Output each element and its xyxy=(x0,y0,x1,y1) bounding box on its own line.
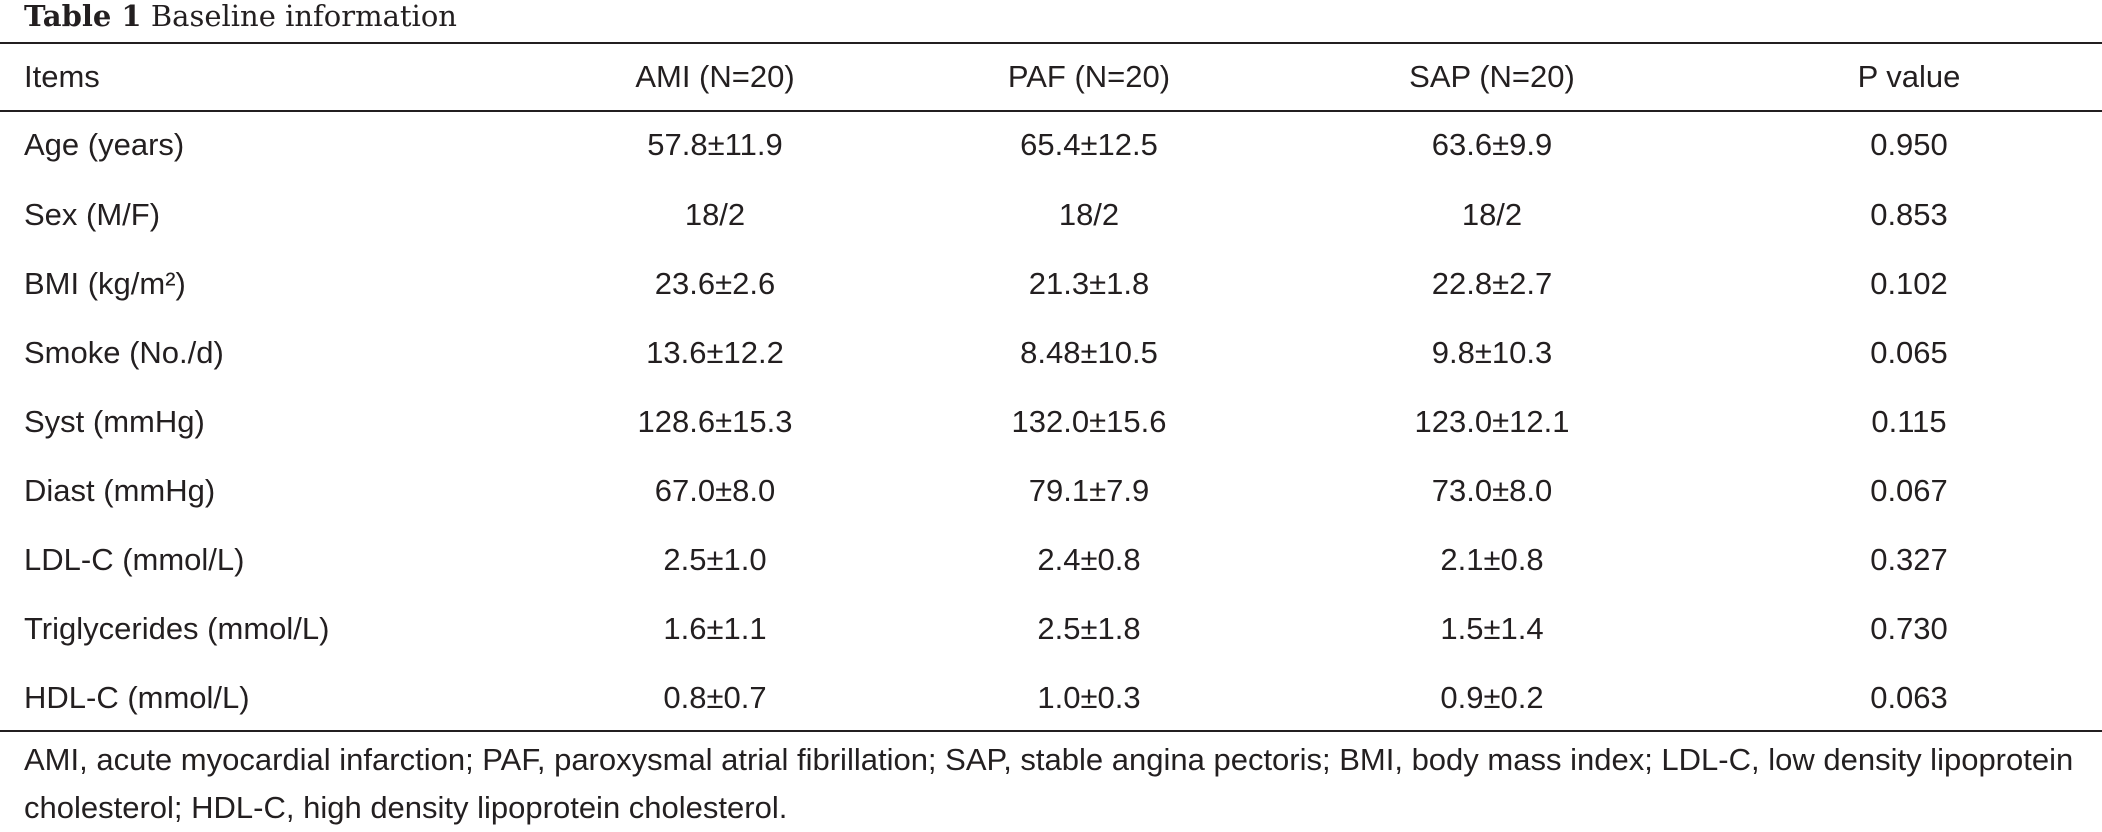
paf-cell: 1.0±0.3 xyxy=(1037,679,1141,715)
p-value-cell: 0.950 xyxy=(1870,127,1948,162)
p-value-cell: 0.115 xyxy=(1871,403,1947,439)
p-value-cell: 0.102 xyxy=(1870,265,1948,301)
sap-cell: 123.0±12.1 xyxy=(1414,403,1570,439)
header-cell-paf: PAF (N=20) xyxy=(1007,59,1171,94)
row-label: Age (years) xyxy=(24,127,185,162)
row-label: LDL-C (mmol/L) xyxy=(24,541,245,577)
sap-cell: 1.5±1.4 xyxy=(1440,610,1544,646)
ami-cell: 1.6±1.1 xyxy=(663,610,767,646)
header-cell-p-value: P value xyxy=(1857,59,1961,94)
row-label: BMI (kg/m²) xyxy=(24,265,186,301)
table-row: Diast (mmHg) 67.0±8.0 79.1±7.9 73.0±8.0 … xyxy=(0,456,2102,525)
row-label: Triglycerides (mmol/L) xyxy=(24,610,330,646)
table-row: Smoke (No./d) 13.6±12.2 8.48±10.5 9.8±10… xyxy=(0,318,2102,387)
row-label: Smoke (No./d) xyxy=(24,334,224,370)
ami-cell: 23.6±2.6 xyxy=(654,265,776,301)
ami-cell: 13.6±12.2 xyxy=(646,334,784,370)
row-label: HDL-C (mmol/L) xyxy=(24,679,250,715)
paf-cell: 21.3±1.8 xyxy=(1028,265,1150,301)
ami-cell: 0.8±0.7 xyxy=(663,679,767,715)
p-value-cell: 0.067 xyxy=(1870,472,1948,508)
table-caption-label: Table 1 xyxy=(24,0,142,33)
table-header: Items AMI (N=20) PAF (N=20) SAP (N=20) P… xyxy=(0,44,2102,110)
header-cell-sap: SAP (N=20) xyxy=(1409,59,1575,94)
table-row: Sex (M/F) 18/2 18/2 18/2 0.853 xyxy=(0,180,2102,249)
table-row: Triglycerides (mmol/L) 1.6±1.1 2.5±1.8 1… xyxy=(0,594,2102,663)
p-value-cell: 0.063 xyxy=(1870,679,1948,715)
table-caption-text: Baseline information xyxy=(150,0,457,33)
sap-cell: 2.1±0.8 xyxy=(1440,541,1544,577)
table-row: Age (years) 57.8±11.9 65.4±12.5 63.6±9.9… xyxy=(0,110,2102,180)
row-label: Diast (mmHg) xyxy=(24,472,216,508)
ami-cell: 67.0±8.0 xyxy=(654,472,776,508)
p-value-cell: 0.730 xyxy=(1870,610,1948,646)
ami-cell: 57.8±11.9 xyxy=(647,127,783,162)
row-label: Syst (mmHg) xyxy=(24,403,205,439)
paf-cell: 18/2 xyxy=(1058,196,1120,232)
table-caption: Table 1 Baseline information xyxy=(24,0,457,38)
ami-cell: 2.5±1.0 xyxy=(663,541,767,577)
paf-cell: 132.0±15.6 xyxy=(1011,403,1167,439)
header-cell-ami: AMI (N=20) xyxy=(635,59,795,94)
table-body: Age (years) 57.8±11.9 65.4±12.5 63.6±9.9… xyxy=(0,110,2102,732)
sap-cell: 18/2 xyxy=(1461,196,1523,232)
table-row: HDL-C (mmol/L) 0.8±0.7 1.0±0.3 0.9±0.2 0… xyxy=(0,663,2102,732)
table-row: LDL-C (mmol/L) 2.5±1.0 2.4±0.8 2.1±0.8 0… xyxy=(0,525,2102,594)
row-label: Sex (M/F) xyxy=(24,196,161,232)
paf-cell: 79.1±7.9 xyxy=(1028,472,1150,508)
p-value-cell: 0.327 xyxy=(1870,541,1948,577)
sap-cell: 73.0±8.0 xyxy=(1431,472,1553,508)
sap-cell: 22.8±2.7 xyxy=(1431,265,1553,301)
ami-cell: 18/2 xyxy=(684,196,746,232)
paf-cell: 8.48±10.5 xyxy=(1020,334,1158,370)
sap-cell: 63.6±9.9 xyxy=(1431,127,1553,162)
sap-cell: 9.8±10.3 xyxy=(1431,334,1553,370)
header-row: Items AMI (N=20) PAF (N=20) SAP (N=20) P… xyxy=(0,44,2102,110)
paf-cell: 65.4±12.5 xyxy=(1020,127,1158,162)
table-bottom-rule xyxy=(0,730,2102,732)
p-value-cell: 0.065 xyxy=(1870,334,1948,370)
table-header-rule xyxy=(0,110,2102,112)
baseline-table: Items AMI (N=20) PAF (N=20) SAP (N=20) P… xyxy=(0,44,2102,732)
p-value-cell: 0.853 xyxy=(1870,196,1948,232)
paf-cell: 2.4±0.8 xyxy=(1037,541,1141,577)
table-footnote: AMI, acute myocardial infarction; PAF, p… xyxy=(24,742,2074,825)
table-row: Syst (mmHg) 128.6±15.3 132.0±15.6 123.0±… xyxy=(0,387,2102,456)
table-top-rule xyxy=(0,42,2102,44)
ami-cell: 128.6±15.3 xyxy=(637,403,793,439)
table-row: BMI (kg/m²) 23.6±2.6 21.3±1.8 22.8±2.7 0… xyxy=(0,249,2102,318)
paf-cell: 2.5±1.8 xyxy=(1037,610,1141,646)
sap-cell: 0.9±0.2 xyxy=(1440,679,1544,715)
header-cell-items: Items xyxy=(24,59,100,94)
